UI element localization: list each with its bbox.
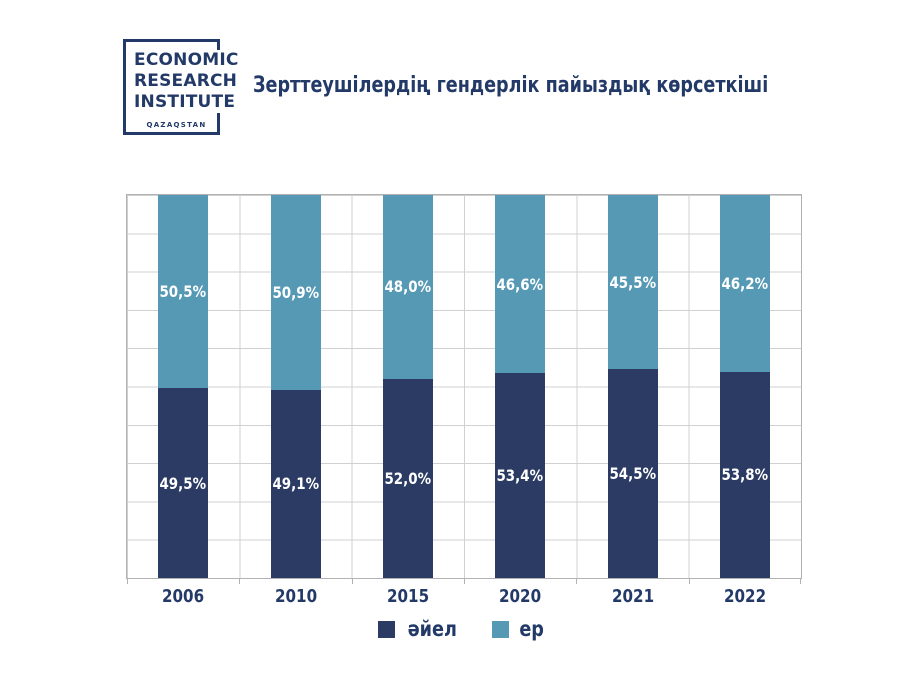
bar-segment-ayel-2010: 49,1% bbox=[270, 389, 321, 578]
legend: әйел ер bbox=[0, 619, 924, 640]
bar-segment-er-2020: 46,6% bbox=[495, 195, 546, 374]
bar-segment-er-2010: 50,9% bbox=[270, 195, 321, 390]
legend-label-er: ер bbox=[517, 619, 546, 640]
legend-swatch-ayel bbox=[377, 621, 395, 638]
plot-area: 50,5% 49,5% 2006 50,9% 49,1% 2010 48,0% 52,0% 20… bbox=[126, 194, 802, 607]
axis-tick bbox=[576, 578, 578, 584]
logo-line-research: RESEARCH bbox=[134, 71, 241, 92]
axis-tick bbox=[351, 578, 353, 584]
axis-tick bbox=[127, 578, 128, 584]
legend-swatch-er bbox=[492, 621, 510, 638]
bar-segment-ayel-2015: 52,0% bbox=[382, 378, 433, 578]
bar-2021: 45,5% 54,5% bbox=[607, 195, 658, 578]
x-axis-label-2020: 2020 bbox=[464, 586, 577, 607]
logo-country-label: QAZAQSTAN bbox=[146, 121, 207, 129]
data-label-ayel-2015: 52,0% bbox=[384, 468, 432, 488]
bar-2015: 48,0% 52,0% bbox=[382, 195, 433, 578]
bar-segment-er-2022: 46,2% bbox=[719, 195, 770, 372]
legend-item-er: ер bbox=[492, 619, 546, 640]
eri-logo-text: ECONOMIC RESEARCH INSTITUTE bbox=[134, 50, 242, 113]
chart-title-text: Зерттеушілердің гендерлік пайыздық көрсе… bbox=[253, 73, 769, 98]
bar-segment-ayel-2020: 53,4% bbox=[495, 373, 546, 578]
bar-segment-er-2015: 48,0% bbox=[382, 195, 433, 379]
x-axis-label-text: 2022 bbox=[724, 586, 767, 607]
bar-segment-ayel-2006: 49,5% bbox=[158, 388, 209, 578]
axis-tick bbox=[239, 578, 241, 584]
legend-label-ayel: әйел bbox=[403, 619, 462, 640]
data-label-er-2006: 50,5% bbox=[159, 282, 207, 302]
bar-2020: 46,6% 53,4% bbox=[495, 195, 546, 578]
chart-title: Зерттеушілердің гендерлік пайыздық көрсе… bbox=[253, 71, 897, 101]
data-label-ayel-2020: 53,4% bbox=[496, 466, 544, 486]
x-axis-label-2006: 2006 bbox=[127, 586, 240, 607]
bar-segment-ayel-2021: 54,5% bbox=[607, 369, 658, 578]
data-label-er-2020: 46,6% bbox=[496, 274, 544, 294]
data-label-ayel-2006: 49,5% bbox=[159, 473, 207, 493]
x-axis-label-2021: 2021 bbox=[576, 586, 689, 607]
axis-tick bbox=[464, 578, 465, 584]
bar-2006: 50,5% 49,5% bbox=[158, 195, 209, 578]
x-axis-label-text: 2010 bbox=[274, 586, 317, 607]
data-label-ayel-2021: 54,5% bbox=[609, 464, 656, 484]
axis-tick bbox=[800, 578, 801, 584]
data-label-er-2015: 48,0% bbox=[384, 277, 432, 297]
bar-2010: 50,9% 49,1% bbox=[270, 195, 321, 578]
bar-2022: 46,2% 53,8% bbox=[719, 195, 770, 578]
data-label-er-2021: 45,5% bbox=[609, 272, 656, 292]
legend-label-er-text: ер bbox=[519, 617, 545, 641]
x-axis-label-text: 2006 bbox=[162, 586, 205, 607]
bar-segment-ayel-2022: 53,8% bbox=[719, 371, 770, 578]
x-axis-label-2015: 2015 bbox=[352, 586, 465, 607]
legend-item-ayel: әйел bbox=[377, 619, 462, 640]
x-axis-label-2010: 2010 bbox=[239, 586, 352, 607]
data-label-er-2022: 46,2% bbox=[721, 273, 769, 293]
eri-logo: ECONOMIC RESEARCH INSTITUTE QAZAQSTAN bbox=[123, 39, 242, 135]
logo-line-institute: INSTITUTE bbox=[134, 92, 239, 113]
data-label-er-2010: 50,9% bbox=[272, 282, 319, 302]
x-axis-label-text: 2020 bbox=[499, 586, 542, 607]
data-label-ayel-2010: 49,1% bbox=[272, 474, 319, 494]
x-axis-label-text: 2021 bbox=[611, 586, 654, 607]
legend-label-ayel-text: әйел bbox=[407, 617, 457, 641]
data-label-ayel-2022: 53,8% bbox=[721, 465, 769, 485]
bar-segment-er-2021: 45,5% bbox=[607, 195, 658, 370]
x-axis-label-2022: 2022 bbox=[689, 586, 802, 607]
bar-segment-er-2006: 50,5% bbox=[158, 195, 209, 389]
x-axis-label-text: 2015 bbox=[387, 586, 430, 607]
logo-line-economic: ECONOMIC bbox=[134, 50, 242, 71]
axis-tick bbox=[688, 578, 690, 584]
